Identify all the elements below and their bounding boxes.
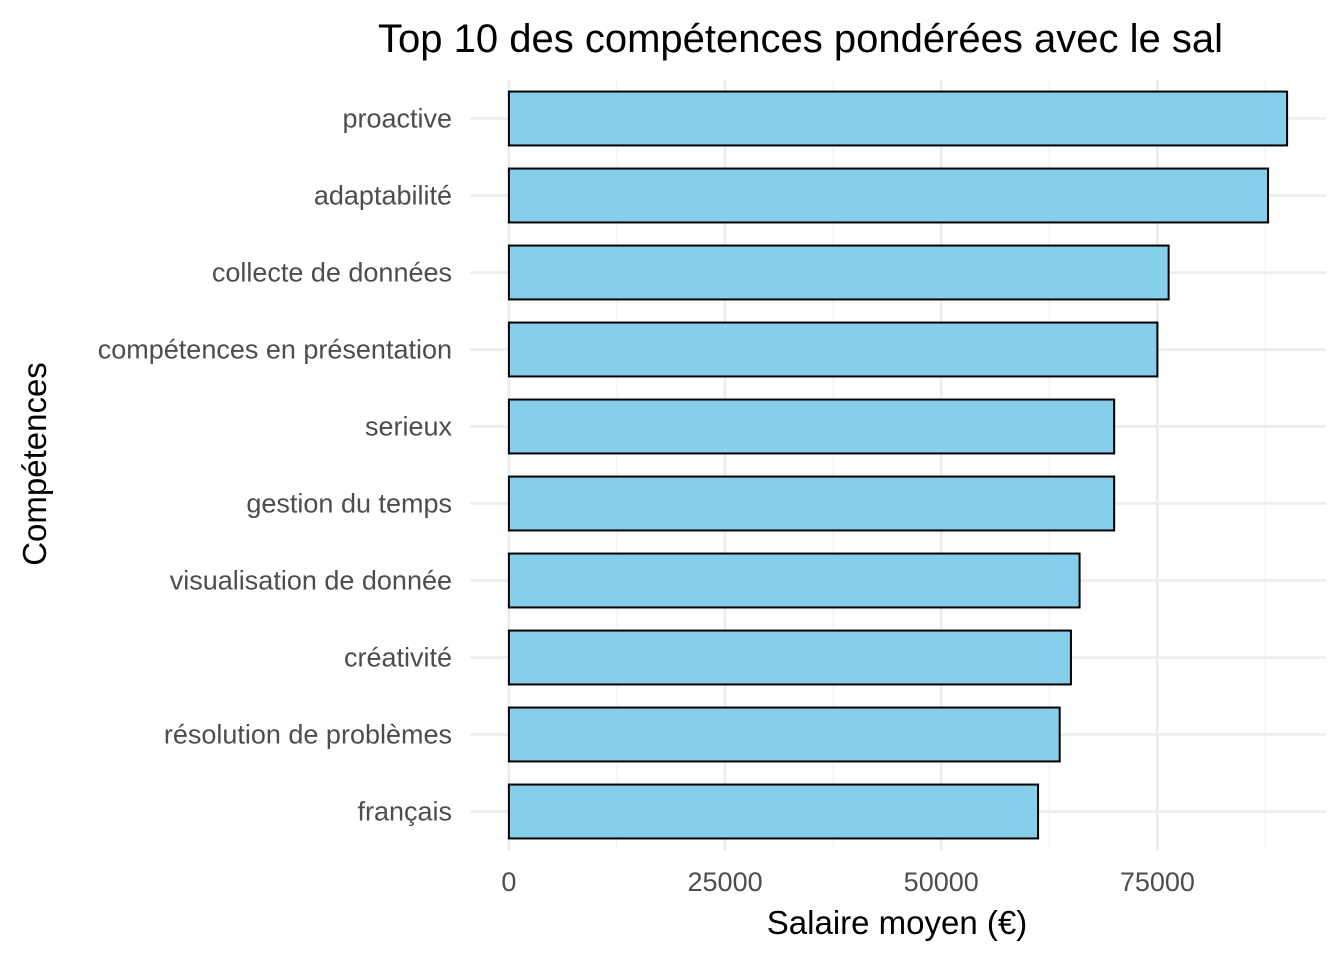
bar <box>507 244 1170 301</box>
y-axis-title: Compétences <box>16 362 53 566</box>
y-tick-label: résolution de problèmes <box>164 720 452 750</box>
y-tick-label: français <box>357 797 452 827</box>
bar <box>507 475 1116 532</box>
y-tick-label: proactive <box>342 104 452 134</box>
y-tick-label: serieux <box>365 412 453 442</box>
bar <box>507 629 1072 686</box>
y-tick-label: créativité <box>344 643 452 673</box>
bar <box>507 552 1081 609</box>
x-tick-label: 0 <box>501 867 516 897</box>
bars-layer <box>507 90 1289 840</box>
bar <box>507 167 1270 224</box>
y-tick-label: visualisation de donnée <box>170 566 452 596</box>
y-tick-label: gestion du temps <box>246 489 452 519</box>
bar <box>507 321 1159 378</box>
bar <box>507 398 1116 455</box>
x-tick-labels: 0 25000 50000 75000 <box>501 867 1195 897</box>
y-tick-labels: proactive adaptabilité collecte de données… <box>98 104 453 827</box>
bar <box>507 90 1289 147</box>
y-tick-label: collecte de données <box>212 258 452 288</box>
bar <box>507 706 1061 763</box>
chart-title: Top 10 des compétences pondérées avec le… <box>378 17 1223 61</box>
x-tick-label: 25000 <box>688 867 763 897</box>
x-tick-label: 75000 <box>1120 867 1195 897</box>
x-axis-title: Salaire moyen (€) <box>767 904 1027 941</box>
bar <box>507 783 1040 840</box>
y-tick-label: compétences en présentation <box>98 335 452 365</box>
y-tick-label: adaptabilité <box>314 181 452 211</box>
x-tick-label: 50000 <box>904 867 979 897</box>
